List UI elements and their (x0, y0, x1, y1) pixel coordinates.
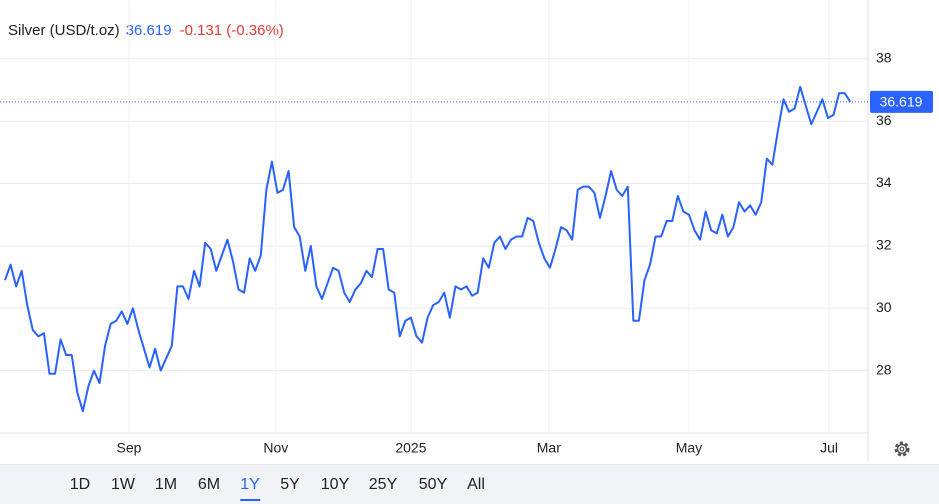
range-button[interactable]: 5Y (280, 476, 300, 493)
last-price-label: 36.619 (880, 94, 923, 110)
x-tick-label: Sep (117, 440, 142, 456)
gear-hole (899, 446, 905, 452)
chart-title: Silver (USD/t.oz) (8, 22, 120, 39)
range-button[interactable]: 6M (197, 476, 221, 493)
y-tick-label: 28 (876, 361, 892, 377)
settings-icon[interactable] (894, 441, 910, 457)
range-button[interactable]: 1Y (240, 471, 260, 501)
range-button[interactable]: 10Y (320, 476, 350, 493)
y-tick-label: 32 (876, 237, 892, 253)
grid (0, 0, 868, 433)
range-button[interactable]: All (467, 476, 485, 493)
gear-body (896, 443, 908, 455)
chart: Silver (USD/t.oz) 36.619 -0.131 (-0.36%) 2… (0, 0, 933, 462)
range-button[interactable]: 1M (154, 476, 178, 493)
range-button[interactable]: 1D (69, 476, 91, 493)
range-button[interactable]: 1W (111, 476, 135, 493)
change: -0.131 (-0.36%) (180, 22, 284, 39)
x-tick-label: Nov (263, 440, 288, 456)
price-line (4, 85, 852, 413)
last-price-badge (870, 90, 933, 113)
gear-teeth (894, 441, 910, 457)
y-tick-label: 38 (876, 49, 892, 65)
price: 36.619 (126, 22, 172, 39)
y-tick-label: 34 (876, 174, 892, 190)
y-tick-label: 30 (876, 299, 892, 315)
range-toolbar: 1D 1W 1M 6M 1Y 5Y 10Y 25Y 50Y All (0, 464, 939, 504)
header: Silver (USD/t.oz) 36.619 -0.131 (-0.36%) (8, 22, 284, 39)
x-tick-label: Jul (820, 440, 838, 456)
x-tick-label: 2025 (395, 440, 426, 456)
x-tick-label: May (676, 440, 702, 456)
x-tick-label: Mar (537, 440, 561, 456)
range-button[interactable]: 50Y (418, 476, 448, 493)
y-tick-label: 36 (876, 112, 892, 128)
range-button[interactable]: 25Y (368, 476, 398, 493)
